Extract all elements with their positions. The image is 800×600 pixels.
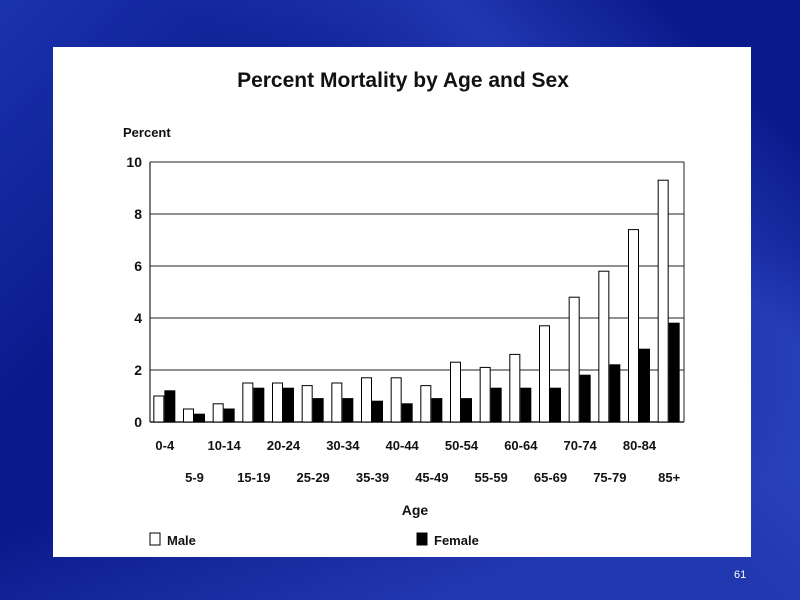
bar-female	[223, 408, 235, 423]
mortality-chart: Percent Mortality by Age and Sex Percent…	[123, 69, 685, 548]
bar-female	[164, 390, 176, 423]
bars	[153, 179, 680, 423]
y-tick-label: 4	[134, 310, 142, 326]
y-tick-label: 10	[126, 154, 142, 170]
x-tick-label: 30-34	[326, 438, 360, 453]
x-tick-labels: 0-4 5-9 10-14 15-19 20-24 25-29 30-34 35-39 40-4…	[155, 438, 680, 485]
x-tick-label: 35-39	[356, 470, 389, 485]
y-tick-label: 2	[134, 362, 142, 378]
bar-male	[657, 179, 669, 423]
bar-female	[490, 387, 502, 423]
bar-female	[194, 413, 205, 423]
x-tick-label: 80-84	[623, 438, 657, 453]
bar-female	[579, 374, 591, 423]
y-axis-label: Percent	[123, 125, 171, 140]
y-tick-label: 8	[134, 206, 142, 222]
x-tick-label: 25-29	[297, 470, 330, 485]
bar-male	[598, 270, 610, 423]
bar-male	[390, 377, 402, 423]
legend: Male Female	[149, 532, 479, 548]
x-tick-label: 20-24	[267, 438, 301, 453]
y-tick-labels: 0 2 4 6 8 10	[126, 154, 142, 430]
legend-label-male: Male	[167, 533, 196, 548]
bar-male	[153, 395, 165, 423]
bar-female	[401, 403, 413, 423]
slide-panel: Percent Mortality by Age and Sex Percent…	[53, 47, 751, 557]
x-tick-label: 85+	[658, 470, 680, 485]
bar-male	[568, 296, 580, 423]
bar-female	[342, 398, 354, 423]
bar-female	[372, 400, 383, 423]
x-tick-label: 65-69	[534, 470, 567, 485]
bar-male	[331, 382, 343, 423]
legend-swatch-female	[416, 532, 428, 546]
bar-male	[509, 353, 521, 423]
x-tick-label: 5-9	[185, 470, 204, 485]
bar-female	[550, 387, 561, 423]
bar-female	[461, 398, 472, 423]
legend-label-female: Female	[434, 533, 479, 548]
chart-title: Percent Mortality by Age and Sex	[237, 69, 569, 92]
slide-number: 61	[734, 569, 747, 581]
bar-male	[212, 403, 224, 423]
bar-female	[639, 348, 650, 423]
bar-male	[628, 229, 639, 423]
bar-female	[668, 322, 680, 423]
x-tick-label: 75-79	[593, 470, 626, 485]
x-tick-label: 40-44	[386, 438, 420, 453]
x-tick-label: 50-54	[445, 438, 479, 453]
x-tick-label: 70-74	[564, 438, 598, 453]
x-tick-label: 55-59	[475, 470, 508, 485]
x-tick-label: 60-64	[504, 438, 538, 453]
bar-male	[361, 377, 372, 423]
bar-male	[183, 408, 194, 423]
x-tick-label: 15-19	[237, 470, 270, 485]
x-tick-label: 45-49	[415, 470, 448, 485]
gridlines	[149, 161, 685, 423]
bar-male	[539, 325, 550, 423]
bar-male	[450, 361, 461, 423]
x-axis-label: Age	[402, 502, 429, 518]
legend-swatch-male	[149, 532, 161, 546]
bar-male	[272, 382, 283, 423]
bar-male	[420, 385, 432, 423]
x-tick-label: 10-14	[208, 438, 242, 453]
bar-female	[609, 364, 621, 423]
bar-male	[301, 385, 313, 423]
bar-female	[431, 398, 443, 423]
bar-female	[312, 398, 324, 423]
y-tick-label: 0	[134, 414, 142, 430]
x-tick-label: 0-4	[155, 438, 175, 453]
y-tick-label: 6	[134, 258, 142, 274]
bar-female	[283, 387, 294, 423]
bar-female	[253, 387, 265, 423]
bar-male	[242, 382, 254, 423]
bar-male	[479, 366, 491, 423]
bar-female	[520, 387, 532, 423]
